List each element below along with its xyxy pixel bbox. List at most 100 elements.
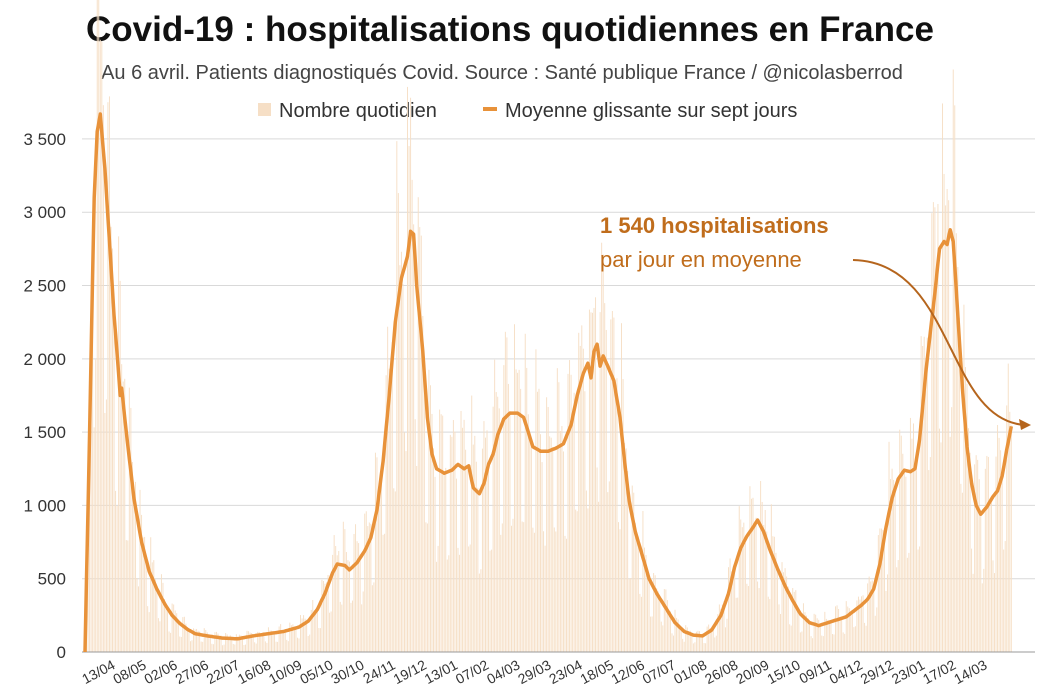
daily-bar	[663, 589, 665, 652]
daily-bar	[477, 487, 479, 652]
daily-bar	[457, 547, 459, 652]
daily-bar	[498, 408, 500, 652]
daily-bar	[754, 525, 755, 652]
daily-bar	[621, 323, 623, 652]
daily-bar	[598, 501, 600, 652]
daily-bar	[133, 496, 135, 652]
daily-bar	[292, 624, 294, 652]
daily-bar	[370, 523, 372, 652]
daily-bar	[876, 607, 878, 652]
daily-bar	[520, 388, 522, 652]
daily-bar	[167, 606, 169, 652]
daily-bar	[403, 432, 405, 652]
daily-bar	[433, 448, 434, 652]
daily-bar	[246, 630, 248, 652]
daily-bar	[624, 442, 626, 652]
daily-bar	[532, 527, 534, 652]
daily-bar	[700, 635, 702, 652]
daily-bar	[400, 251, 402, 653]
daily-bar	[173, 604, 175, 652]
daily-bar	[699, 631, 700, 652]
daily-bar	[252, 636, 254, 652]
daily-bar	[974, 464, 976, 652]
daily-bar	[147, 606, 149, 652]
daily-bar	[410, 97, 412, 652]
daily-bar	[295, 629, 297, 652]
daily-bar	[208, 636, 210, 652]
daily-bar	[448, 555, 450, 652]
daily-bar	[804, 612, 806, 652]
daily-bar	[680, 627, 682, 652]
daily-bar	[170, 632, 172, 652]
daily-bar	[183, 616, 185, 652]
daily-bar	[994, 573, 995, 652]
daily-bar	[564, 535, 566, 652]
daily-bar	[984, 468, 986, 652]
daily-bar	[1009, 411, 1011, 652]
daily-bar	[202, 641, 204, 652]
daily-bar	[361, 604, 363, 652]
daily-bar	[235, 634, 237, 652]
daily-bar	[827, 619, 829, 652]
daily-bar	[472, 444, 474, 652]
daily-bar	[385, 375, 387, 652]
daily-bar	[248, 631, 250, 652]
daily-bar	[535, 349, 537, 652]
daily-bar	[992, 560, 994, 652]
daily-bar	[561, 426, 563, 652]
daily-bar	[637, 536, 639, 652]
daily-bar	[240, 635, 242, 652]
daily-bar	[549, 436, 551, 652]
daily-bar	[864, 622, 866, 652]
daily-bar	[807, 618, 809, 652]
daily-bar	[393, 488, 395, 652]
daily-bar	[176, 613, 178, 652]
daily-bar	[596, 467, 598, 652]
daily-bar	[584, 391, 586, 652]
daily-bar	[205, 629, 207, 652]
daily-bar	[391, 342, 393, 652]
daily-bar	[801, 631, 803, 652]
daily-bar	[925, 376, 927, 652]
y-tick-label: 0	[57, 643, 66, 662]
legend-daily-label: Nombre quotidien	[279, 100, 437, 122]
daily-bar	[654, 575, 656, 652]
daily-bar	[165, 604, 167, 652]
daily-bar	[199, 631, 201, 652]
legend-line-swatch	[483, 107, 497, 111]
daily-bar	[446, 559, 448, 652]
daily-bar	[1003, 549, 1005, 652]
y-tick-label: 1 500	[23, 423, 66, 442]
daily-bar	[838, 609, 840, 652]
daily-bar	[880, 528, 882, 652]
daily-bar	[928, 470, 930, 652]
daily-bar	[749, 486, 751, 652]
daily-bar	[789, 624, 791, 652]
daily-bar	[263, 631, 265, 652]
daily-bar	[462, 427, 464, 652]
daily-bar	[712, 626, 714, 652]
daily-bar	[452, 420, 454, 652]
daily-bar	[559, 430, 561, 652]
daily-bar	[931, 213, 933, 653]
daily-bar	[460, 410, 462, 652]
daily-bar	[922, 345, 924, 652]
daily-bar	[631, 485, 633, 652]
daily-bar	[764, 509, 766, 652]
daily-bar	[903, 468, 905, 652]
daily-bar	[935, 275, 937, 652]
daily-bar	[515, 369, 517, 652]
daily-bar	[695, 631, 697, 652]
daily-bar	[384, 533, 386, 652]
daily-bar	[582, 348, 584, 652]
annotation-value: 1 540 hospitalisations	[600, 213, 829, 238]
daily-bar	[309, 634, 311, 652]
daily-bar	[911, 438, 913, 652]
daily-bar	[868, 576, 870, 652]
daily-bar	[775, 552, 777, 652]
daily-bar	[104, 412, 106, 652]
daily-bar	[909, 417, 911, 652]
daily-bar	[929, 457, 931, 652]
daily-bar	[945, 205, 947, 652]
daily-bar	[220, 635, 222, 652]
